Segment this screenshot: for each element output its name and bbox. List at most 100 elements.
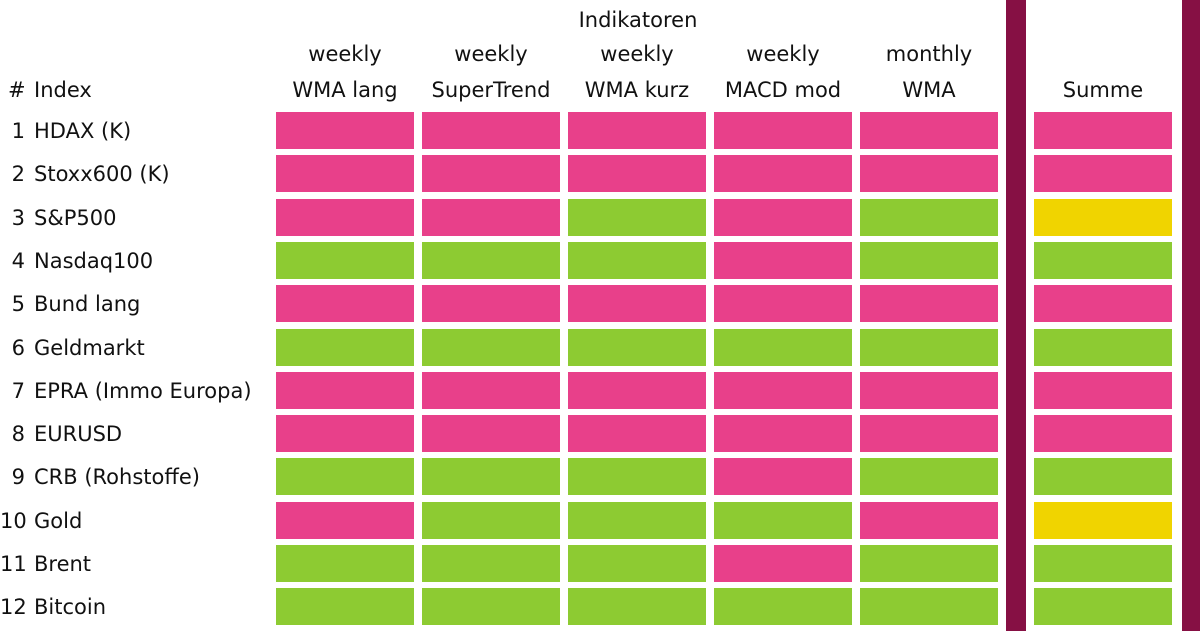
sum-signal-cell: [1034, 285, 1172, 323]
indicator-signal-cell: [422, 198, 560, 236]
indicator-signal-cell: [860, 328, 998, 366]
indicator-signal-cell: [714, 155, 852, 193]
row-number: 10: [0, 508, 27, 533]
indicator-signal-cell: [568, 501, 706, 539]
indicator-signal-cell: [714, 371, 852, 409]
indicator-signal-cell: [860, 545, 998, 582]
column-header-line2: SuperTrend: [431, 78, 551, 102]
indicator-signal-cell: [714, 545, 852, 582]
indicator-signal-cell: [422, 241, 560, 279]
indicator-signal-cell: [568, 415, 706, 453]
indicator-signal-cell: [276, 241, 414, 279]
indicator-signal-cell: [568, 588, 706, 626]
row-index-name: Brent: [34, 552, 92, 576]
row-index-name: Bund lang: [34, 292, 141, 317]
indicator-signal-cell: [860, 458, 998, 496]
indicator-signal-cell: [860, 371, 998, 409]
indicator-signal-cell: [568, 458, 706, 496]
row-number: 9: [11, 465, 25, 490]
right-edge-bar: [1182, 0, 1200, 631]
indicator-signal-cell: [714, 112, 852, 149]
indicator-signal-cell: [714, 241, 852, 279]
row-number: 7: [11, 378, 25, 403]
indicator-signal-cell: [276, 545, 414, 582]
row-number: 2: [11, 162, 25, 187]
indicator-signal-cell: [568, 241, 706, 279]
indicator-signal-cell: [568, 545, 706, 582]
indicator-signal-cell: [860, 198, 998, 236]
sum-signal-cell: [1034, 371, 1172, 409]
indicator-signal-cell: [714, 501, 852, 539]
indicator-signal-cell: [568, 112, 706, 149]
column-header-line2: WMA: [902, 78, 956, 102]
row-index-name: Geldmarkt: [34, 335, 145, 360]
column-header-line1: monthly: [885, 42, 973, 66]
column-header-line1: weekly: [600, 42, 674, 66]
column-header-line2: WMA kurz: [584, 78, 690, 102]
row-number: 4: [11, 248, 25, 273]
indicator-signal-cell: [860, 501, 998, 539]
row-index-name: EPRA (Immo Europa): [34, 378, 252, 403]
row-index-name: Gold: [34, 508, 83, 533]
column-header-line1: weekly: [746, 42, 820, 66]
column-header-line2: MACD mod: [724, 78, 842, 102]
column-header-line1: weekly: [454, 42, 528, 66]
indicator-signal-cell: [568, 328, 706, 366]
column-header-line1: weekly: [308, 42, 382, 66]
row-number: 8: [11, 422, 25, 447]
indicator-signal-cell: [568, 155, 706, 193]
indicator-signal-cell: [860, 285, 998, 323]
indicator-signal-cell: [276, 501, 414, 539]
row-index-name: EURUSD: [34, 422, 123, 447]
indicator-signal-cell: [860, 415, 998, 453]
indicator-signal-cell: [422, 371, 560, 409]
indicator-signal-cell: [860, 112, 998, 149]
sum-signal-cell: [1034, 458, 1172, 496]
column-header-line2: WMA lang: [292, 78, 398, 102]
sum-column-header: Summe: [1062, 78, 1144, 102]
sum-signal-cell: [1034, 198, 1172, 236]
indicator-signal-cell: [276, 588, 414, 626]
sum-signal-cell: [1034, 112, 1172, 149]
indicator-signal-cell: [422, 415, 560, 453]
indicator-signal-cell: [276, 285, 414, 323]
row-number: 3: [11, 205, 25, 230]
column-divider: [1006, 0, 1026, 631]
indicator-signal-cell: [422, 328, 560, 366]
indicator-signal-cell: [714, 285, 852, 323]
indicator-signal-cell: [276, 328, 414, 366]
indicator-signal-cell: [422, 501, 560, 539]
row-index-name: Bitcoin: [34, 595, 107, 620]
sum-signal-cell: [1034, 545, 1172, 582]
indicator-signal-cell: [422, 285, 560, 323]
indicator-signal-cell: [568, 371, 706, 409]
indicator-signal-cell: [422, 112, 560, 149]
row-number: 5: [11, 292, 25, 317]
indicator-signal-cell: [860, 241, 998, 279]
indicator-signal-cell: [714, 415, 852, 453]
indicator-signal-cell: [714, 198, 852, 236]
sum-signal-cell: [1034, 501, 1172, 539]
row-index-name: HDAX (K): [34, 119, 132, 143]
indicator-signal-cell: [422, 458, 560, 496]
sum-signal-cell: [1034, 328, 1172, 366]
indicator-signal-cell: [276, 198, 414, 236]
indicator-signal-cell: [276, 371, 414, 409]
indicator-signal-cell: [568, 198, 706, 236]
row-number: 12: [0, 595, 27, 620]
sum-signal-cell: [1034, 155, 1172, 193]
indicator-signal-cell: [714, 588, 852, 626]
sum-signal-cell: [1034, 588, 1172, 626]
row-number: 11: [0, 552, 27, 576]
indicators-group-title: Indikatoren: [578, 8, 698, 32]
row-index-name: CRB (Rohstoffe): [34, 465, 200, 490]
sum-signal-cell: [1034, 241, 1172, 279]
indicator-signal-cell: [714, 328, 852, 366]
row-index-name: S&P500: [34, 205, 117, 230]
row-number: 1: [11, 119, 25, 143]
row-number: 6: [11, 335, 25, 360]
indicator-signal-cell: [276, 112, 414, 149]
indicator-signal-cell: [276, 415, 414, 453]
indicator-signal-cell: [860, 588, 998, 626]
indicator-signal-cell: [860, 155, 998, 193]
